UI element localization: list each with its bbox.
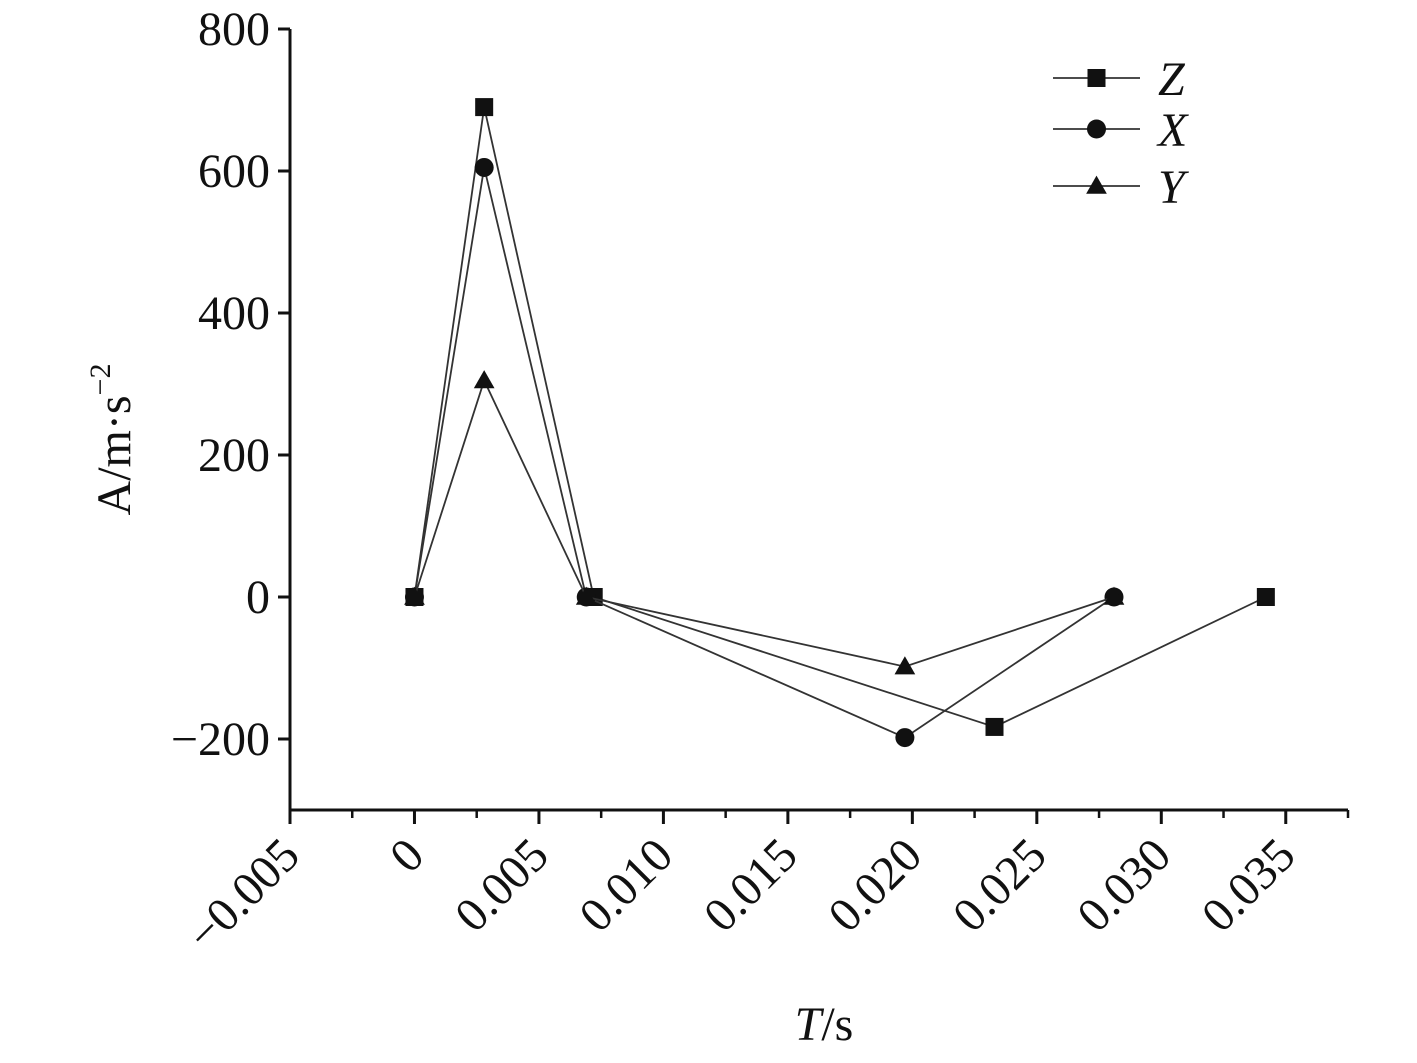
x-tick-label: 0.005 — [445, 828, 559, 942]
x-tick-label: 0.015 — [694, 828, 808, 942]
legend-label: Z — [1158, 53, 1186, 106]
y-tick-label: 600 — [198, 145, 270, 198]
x-tick-label: −0.005 — [177, 828, 310, 961]
legend-marker — [1086, 175, 1107, 194]
series-layer — [404, 98, 1275, 748]
y-axis-title-base: A/m·s — [88, 395, 141, 515]
x-axis-title-variable: T — [795, 998, 825, 1051]
data-point — [1103, 586, 1125, 605]
series-line — [413, 106, 1267, 728]
y-tick-label: 400 — [198, 287, 270, 340]
x-tick-label: 0.025 — [943, 828, 1057, 942]
data-point — [404, 586, 425, 605]
data-point — [475, 98, 494, 117]
series-y — [404, 370, 1125, 675]
data-point — [894, 656, 916, 675]
legend-label: X — [1156, 104, 1189, 157]
legend-item-z: Z — [1053, 53, 1186, 106]
y-tick-label: −200 — [171, 713, 270, 766]
series-x — [404, 157, 1124, 748]
x-tick-label: 0.010 — [569, 828, 683, 942]
x-tick-label: 0.035 — [1192, 828, 1306, 942]
legend-item-x: X — [1053, 104, 1189, 157]
x-axis-title-unit: /s — [821, 998, 853, 1051]
data-point — [985, 717, 1004, 736]
y-tick-label: 800 — [198, 3, 270, 56]
data-point — [895, 728, 915, 748]
legend-item-y: Y — [1053, 161, 1189, 214]
y-tick-label: 200 — [198, 429, 270, 482]
x-axis-title: T/s — [795, 998, 854, 1051]
data-point — [473, 370, 495, 389]
series-line — [413, 378, 1115, 668]
y-tick-label: 0 — [246, 571, 270, 624]
data-point — [1256, 588, 1275, 606]
x-tick-label: 0.030 — [1067, 828, 1181, 942]
data-point — [474, 157, 494, 177]
y-axis-title: A/m·s−2 — [84, 364, 141, 516]
legend-marker — [1087, 69, 1106, 87]
x-tick-label: 0 — [380, 828, 434, 882]
legend-marker — [1087, 119, 1106, 139]
series-z — [405, 98, 1275, 736]
data-point — [575, 586, 597, 605]
legend-label: Y — [1158, 161, 1189, 214]
y-axis-title-exponent: −2 — [84, 364, 117, 396]
legend: ZXY — [1053, 53, 1189, 214]
x-tick-label: 0.020 — [818, 828, 932, 942]
